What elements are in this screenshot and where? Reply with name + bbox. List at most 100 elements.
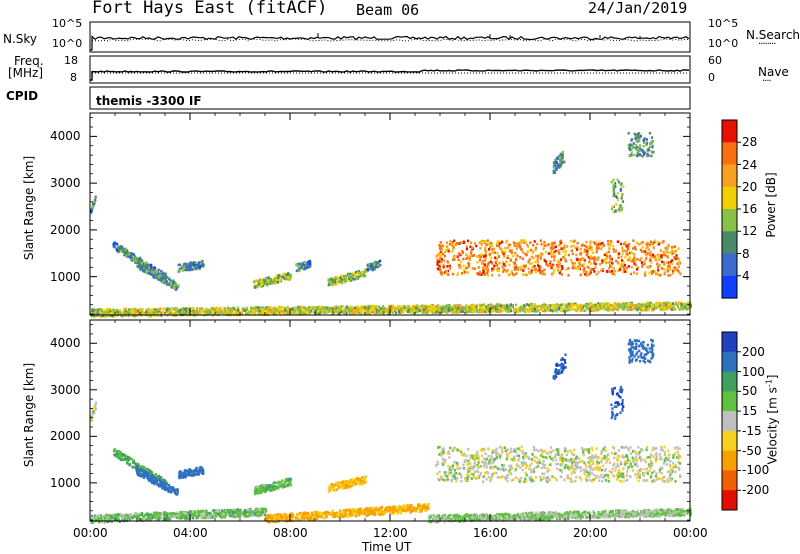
- data-cell: [645, 257, 648, 260]
- colorbar-segment-power: [722, 120, 737, 143]
- data-cell: [601, 241, 604, 245]
- data-cell: [298, 307, 301, 310]
- data-cell: [669, 306, 672, 309]
- data-cell: [588, 246, 591, 250]
- data-cell: [671, 262, 674, 265]
- data-cell: [524, 309, 527, 312]
- data-cell: [184, 263, 188, 266]
- data-cell: [387, 311, 390, 315]
- data-cell: [138, 308, 141, 311]
- data-cell: [589, 242, 592, 246]
- data-cell: [335, 308, 338, 312]
- data-cell: [327, 283, 330, 287]
- data-cell: [652, 308, 655, 311]
- data-cell: [501, 250, 504, 254]
- data-cell: [478, 270, 481, 274]
- data-cell: [543, 272, 546, 276]
- data-cell: [261, 310, 264, 314]
- data-cell: [438, 264, 441, 268]
- data-cell: [508, 243, 511, 247]
- data-cell: [169, 512, 172, 515]
- data-cell: [557, 306, 561, 310]
- data-cell: [432, 306, 435, 309]
- noise-panel-frame: [89, 21, 691, 53]
- data-cell: [453, 308, 456, 312]
- data-cell: [461, 251, 464, 254]
- data-cell: [565, 304, 568, 308]
- data-cell: [484, 304, 487, 308]
- data-cell: [273, 277, 276, 281]
- data-cell: [515, 272, 518, 275]
- data-cell: [393, 307, 396, 311]
- data-cell: [553, 166, 556, 169]
- data-cell: [181, 266, 184, 270]
- data-cell: [618, 180, 621, 184]
- data-cell: [663, 253, 667, 257]
- data-cell: [654, 258, 657, 261]
- data-cell: [157, 278, 161, 281]
- data-cell: [457, 258, 460, 262]
- data-cell: [330, 280, 333, 284]
- data-cell: [282, 310, 285, 313]
- data-cell: [512, 273, 515, 276]
- data-cell: [586, 306, 589, 310]
- data-cell: [331, 276, 334, 280]
- data-cell: [465, 245, 468, 248]
- data-cell: [120, 314, 123, 318]
- data-cell: [489, 306, 492, 310]
- data-cell: [276, 278, 279, 281]
- data-cell: [96, 311, 99, 314]
- data-cell: [216, 306, 219, 310]
- data-cell: [475, 308, 478, 311]
- data-cell: [636, 140, 639, 143]
- data-cell: [234, 312, 237, 316]
- data-cell: [619, 187, 622, 191]
- data-cell: [317, 307, 320, 311]
- data-cell: [94, 514, 97, 518]
- data-cell: [654, 304, 657, 308]
- data-cell: [633, 132, 636, 136]
- data-cell: [332, 312, 335, 316]
- data-cell: [197, 510, 200, 513]
- data-cell: [152, 312, 155, 315]
- data-cell: [480, 253, 483, 257]
- data-cell: [558, 248, 561, 252]
- data-cell: [90, 521, 93, 524]
- data-cell: [639, 308, 642, 311]
- data-cell: [613, 250, 616, 253]
- data-cell: [644, 252, 647, 256]
- data-cell: [617, 269, 620, 272]
- y-tick-label-velocity: 3000: [50, 382, 81, 397]
- data-cell: [673, 256, 676, 259]
- data-cell: [494, 305, 498, 308]
- data-cell: [590, 248, 593, 252]
- data-cell: [115, 247, 118, 251]
- station-title: Fort Hays East (fitACF): [92, 0, 328, 18]
- data-cell: [154, 514, 157, 518]
- data-cell: [482, 308, 485, 312]
- data-cell: [327, 307, 330, 311]
- data-cell: [452, 272, 455, 276]
- data-cell: [648, 252, 651, 256]
- data-cell: [502, 270, 505, 273]
- data-cell: [506, 256, 509, 259]
- data-cell: [245, 311, 248, 314]
- data-cell: [636, 241, 639, 245]
- data-cell: [570, 302, 573, 306]
- data-cell: [667, 251, 670, 255]
- data-cell: [517, 307, 520, 310]
- data-cell: [513, 273, 516, 277]
- data-cell: [491, 248, 494, 251]
- data-cell: [246, 510, 249, 514]
- data-cell: [524, 303, 527, 307]
- data-cell: [267, 276, 270, 280]
- data-cell: [506, 304, 509, 307]
- data-cell: [164, 512, 167, 515]
- data-cell: [480, 306, 483, 310]
- data-cell: [275, 274, 278, 277]
- data-cell: [181, 310, 184, 313]
- data-cell: [335, 275, 339, 279]
- data-cell: [618, 205, 622, 208]
- data-cell: [475, 304, 478, 307]
- data-cell: [442, 252, 445, 256]
